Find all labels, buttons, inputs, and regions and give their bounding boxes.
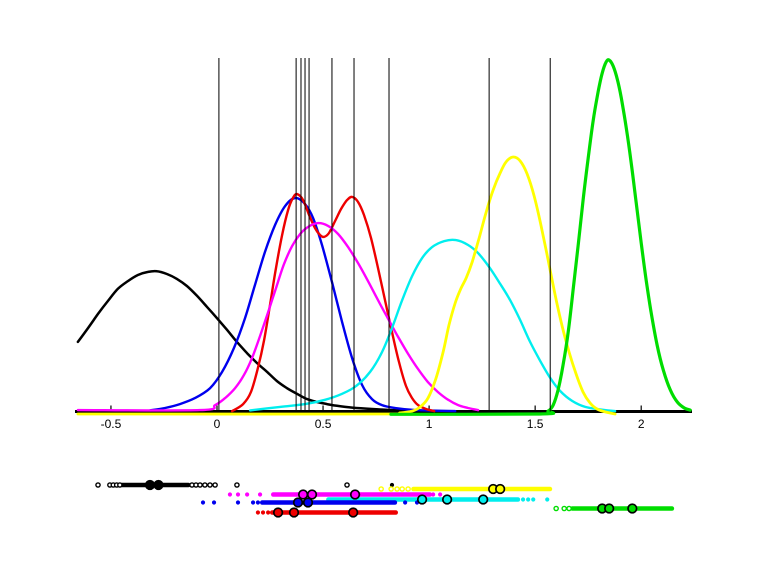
rug-dot-black: [207, 482, 213, 488]
rug-dot-black: [389, 482, 395, 488]
rug-dot-yellow: [405, 486, 411, 492]
rug-dot-magenta: [431, 492, 436, 497]
density-curve-black: [76, 269, 474, 413]
rug-dot-cyan: [520, 497, 526, 502]
rug-dot-black: [202, 482, 208, 488]
rug-marker-red: [272, 507, 284, 518]
rug-dot-magenta: [227, 492, 233, 497]
rug-dot-magenta: [235, 492, 241, 497]
rug-dot-green: [561, 505, 568, 512]
rug-dot-magenta: [245, 492, 250, 497]
rug-marker-yellow: [495, 483, 506, 495]
rug-marker-blue: [302, 497, 314, 508]
rug-dot-magenta: [257, 492, 263, 497]
x-tick-label: 1: [426, 417, 433, 431]
rug-marker-magenta: [349, 489, 361, 500]
rug-dot-cyan: [531, 497, 536, 502]
rug-marker-cyan: [478, 494, 489, 505]
rug-dot-black: [344, 482, 350, 488]
rug-marker-green: [604, 503, 615, 514]
rug-marker-magenta: [297, 489, 309, 500]
rug-dot-green: [553, 505, 559, 512]
rug-dot-cyan: [545, 497, 550, 502]
density-curve-blue: [148, 196, 457, 413]
rug-marker-magenta: [306, 489, 318, 500]
rug-dot-red: [266, 510, 271, 515]
density-curve-yellow: [76, 155, 617, 416]
rug-marker-blue: [292, 497, 304, 508]
rug-dot-green: [566, 505, 572, 512]
rug-dot-yellow: [399, 486, 405, 492]
rug-marker-black: [153, 479, 164, 491]
rug-dot-blue: [200, 500, 206, 505]
rug-dot-magenta: [438, 492, 443, 497]
rug-dot-yellow: [378, 486, 384, 492]
rug-dot-black: [212, 482, 218, 488]
x-tick-label: 0.5: [315, 417, 332, 431]
rug-bar-green: [570, 506, 675, 511]
rug-dot-black: [117, 482, 123, 488]
rug-bar-blue: [259, 500, 398, 505]
x-tick-label: 0: [214, 417, 221, 431]
rug-marker-green: [627, 503, 638, 514]
rug-dot-yellow: [394, 486, 400, 492]
rug-dot-red: [255, 510, 261, 515]
rug-dot-blue: [403, 500, 408, 505]
rug-dot-cyan: [526, 497, 531, 502]
rug-dot-blue: [250, 500, 256, 505]
rug-marker-cyan: [416, 494, 428, 505]
x-tick-label: -0.5: [101, 417, 122, 431]
rug-dot-black: [234, 482, 240, 488]
rug-bar-yellow: [411, 486, 553, 492]
density-curve-magenta: [76, 221, 480, 412]
density-curve-cyan: [248, 238, 617, 413]
density-curve-red: [230, 192, 436, 413]
rug-marker-black: [144, 479, 156, 491]
density-curve-green: [389, 58, 692, 416]
rug-dot-yellow: [388, 486, 394, 492]
rug-dot-blue: [235, 500, 241, 505]
x-tick-label: 1.5: [527, 417, 544, 431]
rug-dot-red: [260, 510, 266, 515]
rug-bar-red: [269, 510, 399, 515]
rug-marker-red: [288, 507, 300, 518]
x-tick-label: 2: [638, 417, 645, 431]
rug-marker-red: [348, 507, 359, 518]
rug-dot-black: [197, 482, 203, 488]
rug-dot-black: [95, 482, 101, 488]
rug-dot-blue: [255, 500, 261, 505]
rug-dot-blue: [211, 500, 217, 505]
rug-marker-cyan: [441, 494, 453, 505]
